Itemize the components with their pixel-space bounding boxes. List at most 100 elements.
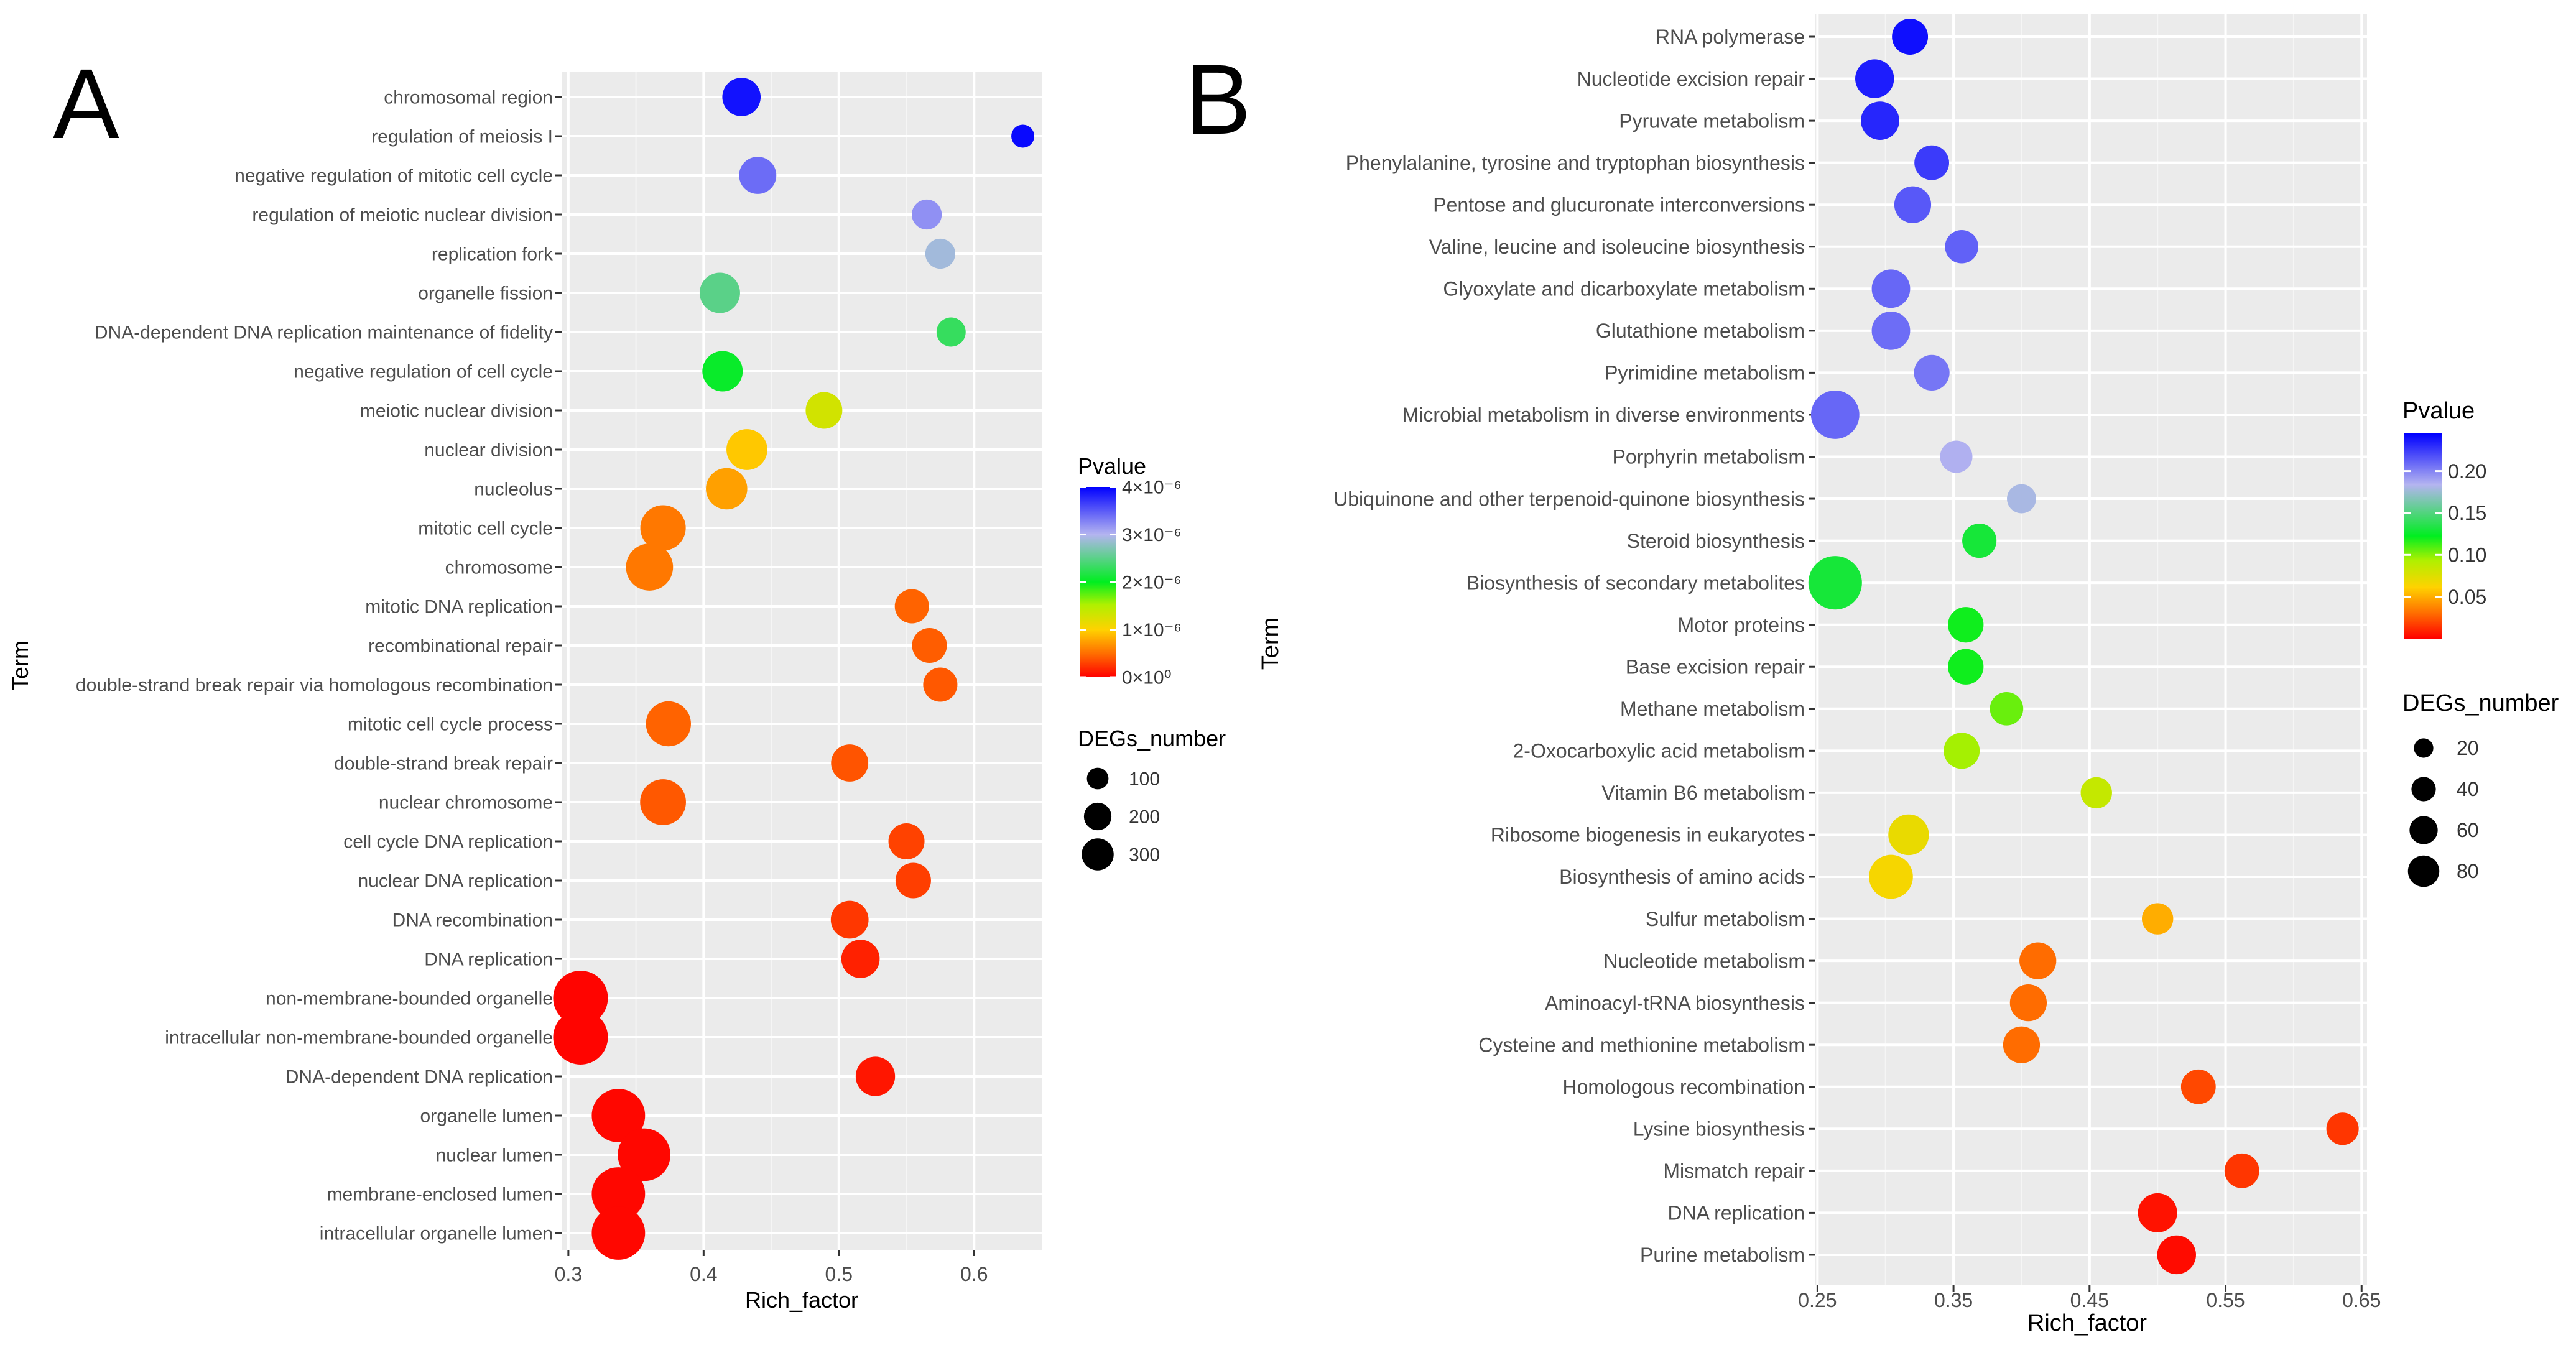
term-label: membrane-enclosed lumen: [327, 1185, 553, 1205]
term-label: Nucleotide excision repair: [1577, 68, 1805, 90]
term-label: Vitamin B6 metabolism: [1601, 782, 1805, 804]
y-axis-title-a: Term: [7, 640, 33, 690]
panel-label-b: B: [1185, 44, 1251, 155]
color-bar-label: 0×10⁰: [1122, 668, 1172, 688]
term-label: Base excision repair: [1626, 655, 1805, 678]
size-legend-dot: [1086, 767, 1109, 790]
term-label: Phenylalanine, tyrosine and tryptophan b…: [1346, 152, 1805, 174]
term-label: Purine metabolism: [1640, 1244, 1805, 1266]
data-point: [2003, 1026, 2041, 1063]
data-point: [895, 862, 931, 899]
term-label: regulation of meiosis I: [371, 127, 553, 147]
panel-label-a: A: [53, 48, 119, 159]
data-point: [2141, 903, 2174, 935]
term-label: Ubiquinone and other terpenoid-quinone b…: [1333, 488, 1805, 510]
term-label: Porphyrin metabolism: [1613, 446, 1805, 468]
color-legend-title-b: Pvalue: [2402, 398, 2475, 424]
term-label: DNA-dependent DNA replication maintenanc…: [95, 323, 553, 343]
data-point: [1808, 556, 1862, 610]
term-label: regulation of meiotic nuclear division: [252, 205, 553, 226]
size-legend-label: 100: [1129, 769, 1160, 790]
term-label: nucleolus: [474, 479, 553, 500]
data-point: [841, 940, 880, 978]
term-label: Homologous recombination: [1562, 1076, 1805, 1098]
term-label: RNA polymerase: [1656, 25, 1805, 48]
data-point: [894, 589, 929, 624]
x-tick-labels-b: 0.25 0.35 0.45 0.55 0.65: [1798, 1285, 2381, 1311]
data-point: [1914, 145, 1950, 180]
data-point: [831, 744, 869, 782]
panel-b: RNA polymerase Nucleotide excision repair…: [1258, 14, 2559, 1336]
term-label: Steroid biosynthesis: [1627, 530, 1805, 552]
color-bar-ticks-a: 0×10⁰ 1×10⁻⁶ 2×10⁻⁶ 3×10⁻⁶ 4×10⁻⁶: [1080, 478, 1182, 688]
data-point: [1869, 854, 1913, 899]
data-point: [1948, 607, 1984, 643]
term-label: intracellular organelle lumen: [320, 1224, 553, 1244]
x-tick-labels-a: 0.3 0.4 0.5 0.6: [555, 1250, 988, 1285]
data-point: [706, 468, 748, 510]
x-tick-label: 0.6: [960, 1263, 988, 1285]
term-label: Biosynthesis of secondary metabolites: [1466, 571, 1805, 594]
data-point: [912, 199, 942, 230]
data-point: [936, 317, 966, 347]
size-legend-dot: [1082, 838, 1114, 871]
data-point: [739, 157, 777, 194]
color-legend-a: Pvalue 0×10⁰ 1×10⁻⁶ 2×10⁻⁶ 3×10⁻⁶ 4×10⁻⁶: [1078, 453, 1182, 688]
data-point: [1888, 814, 1929, 856]
data-point: [1855, 59, 1894, 98]
x-axis-title-b: Rich_factor: [2027, 1310, 2147, 1336]
term-label: nuclear DNA replication: [358, 871, 554, 892]
size-legend-title-b: DEGs_number: [2402, 690, 2559, 716]
data-point: [912, 627, 947, 663]
data-point: [1894, 186, 1932, 223]
term-label: Valine, leucine and isoleucine biosynthe…: [1429, 236, 1805, 258]
panel-a: chromosomal region regulation of meiosis …: [7, 72, 1226, 1313]
plot-background-a: [562, 72, 1042, 1250]
size-legend-dot: [2409, 816, 2438, 844]
term-label: Nucleotide metabolism: [1603, 950, 1805, 972]
data-point: [1810, 391, 1860, 439]
size-legend-dot: [2414, 738, 2434, 758]
term-label: 2-Oxocarboxylic acid metabolism: [1513, 740, 1805, 762]
size-legend-items-a: 100 200 300: [1082, 767, 1160, 871]
x-tick-label: 0.35: [1934, 1289, 1973, 1311]
term-label: mitotic cell cycle process: [348, 714, 553, 735]
term-label: mitotic DNA replication: [365, 597, 553, 617]
data-point: [2019, 942, 2057, 979]
data-point: [2009, 984, 2047, 1022]
size-legend-b: DEGs_number 20 40 60 80: [2402, 690, 2559, 887]
term-label: Cysteine and methionine metabolism: [1478, 1033, 1805, 1056]
x-tick-label: 0.5: [825, 1263, 853, 1285]
term-label: meiotic nuclear division: [360, 401, 553, 422]
color-bar-label: 0.05: [2448, 586, 2486, 608]
data-point: [553, 971, 608, 1025]
data-point: [591, 1167, 646, 1221]
size-legend-label: 40: [2457, 778, 2479, 800]
term-label: Motor proteins: [1677, 614, 1805, 636]
data-point: [1945, 229, 1979, 264]
term-label: chromosomal region: [384, 88, 553, 108]
term-label: negative regulation of mitotic cell cycl…: [234, 166, 553, 187]
data-point: [1990, 691, 2024, 726]
term-label: Pentose and glucuronate interconversions: [1433, 193, 1805, 216]
term-label: Methane metabolism: [1620, 698, 1805, 720]
data-point: [923, 667, 958, 702]
data-point: [591, 1206, 646, 1260]
x-tick-label: 0.4: [690, 1263, 717, 1285]
plot-background-b: [1815, 14, 2367, 1285]
data-point: [2326, 1112, 2359, 1145]
size-legend-dot: [2407, 855, 2440, 887]
color-bar-ticks-b: 0.05 0.10 0.15 0.20: [2404, 460, 2486, 608]
data-point: [2157, 1235, 2196, 1275]
x-axis-title-a: Rich_factor: [745, 1287, 858, 1313]
data-point: [1962, 524, 1997, 558]
color-legend-b: Pvalue 0.05 0.10 0.15 0.20: [2402, 398, 2486, 639]
data-point: [702, 351, 743, 392]
term-label: Mismatch repair: [1663, 1160, 1805, 1182]
term-label: double-strand break repair: [334, 754, 553, 774]
term-label: intracellular non-membrane-bounded organ…: [165, 1028, 553, 1048]
term-label: DNA replication: [424, 950, 553, 970]
color-bar-label: 3×10⁻⁶: [1122, 525, 1182, 545]
data-point: [830, 900, 869, 939]
